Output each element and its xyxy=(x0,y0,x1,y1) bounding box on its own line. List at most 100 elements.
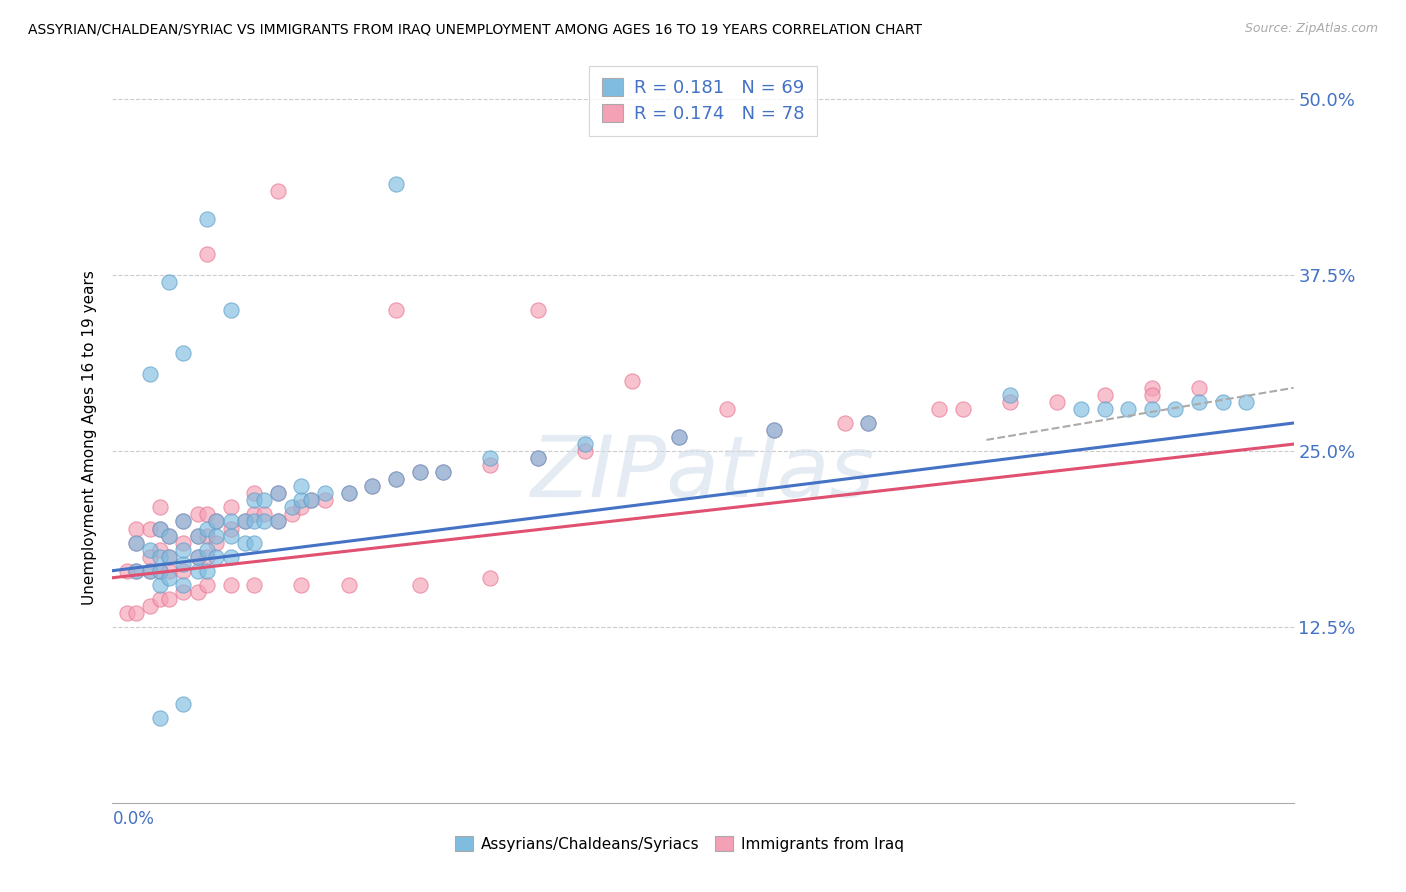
Point xyxy=(952,401,974,416)
Point xyxy=(186,528,208,542)
Point xyxy=(385,472,408,486)
Point xyxy=(205,515,228,529)
Point xyxy=(172,584,194,599)
Point xyxy=(526,451,548,466)
Point xyxy=(195,508,218,522)
Point xyxy=(157,591,180,606)
Point xyxy=(361,479,384,493)
Point xyxy=(998,395,1021,409)
Point xyxy=(172,578,194,592)
Point xyxy=(243,508,266,522)
Point xyxy=(149,564,172,578)
Point xyxy=(385,303,408,318)
Point xyxy=(195,549,218,564)
Point xyxy=(205,515,228,529)
Point xyxy=(337,578,360,592)
Point xyxy=(233,515,256,529)
Point xyxy=(149,521,172,535)
Point xyxy=(668,430,690,444)
Point xyxy=(408,578,430,592)
Point xyxy=(125,606,148,620)
Point xyxy=(479,458,502,473)
Point xyxy=(219,515,242,529)
Point xyxy=(157,549,180,564)
Point xyxy=(139,542,162,557)
Point xyxy=(219,549,242,564)
Point xyxy=(281,508,304,522)
Point xyxy=(139,549,162,564)
Point xyxy=(299,493,322,508)
Point xyxy=(172,698,194,712)
Point xyxy=(267,486,290,500)
Point xyxy=(139,564,162,578)
Y-axis label: Unemployment Among Ages 16 to 19 years: Unemployment Among Ages 16 to 19 years xyxy=(82,269,97,605)
Point xyxy=(149,549,172,564)
Point xyxy=(195,578,218,592)
Point xyxy=(337,486,360,500)
Point xyxy=(253,493,276,508)
Point xyxy=(157,571,180,585)
Point xyxy=(219,500,242,515)
Point xyxy=(1140,401,1163,416)
Legend: Assyrians/Chaldeans/Syriacs, Immigrants from Iraq: Assyrians/Chaldeans/Syriacs, Immigrants … xyxy=(446,827,912,861)
Point xyxy=(233,535,256,549)
Point xyxy=(195,528,218,542)
Point xyxy=(385,472,408,486)
Point xyxy=(149,500,172,515)
Point xyxy=(243,535,266,549)
Point xyxy=(233,515,256,529)
Point xyxy=(219,521,242,535)
Point xyxy=(157,276,180,290)
Point xyxy=(858,416,880,430)
Text: Source: ZipAtlas.com: Source: ZipAtlas.com xyxy=(1244,22,1378,36)
Text: 0.0%: 0.0% xyxy=(112,810,155,828)
Point xyxy=(125,564,148,578)
Point xyxy=(1212,395,1234,409)
Text: ZIPatlas: ZIPatlas xyxy=(531,432,875,516)
Point xyxy=(186,528,208,542)
Point xyxy=(1116,401,1139,416)
Point xyxy=(1046,395,1069,409)
Point xyxy=(139,367,162,381)
Point xyxy=(186,508,208,522)
Point xyxy=(243,486,266,500)
Point xyxy=(928,401,950,416)
Point xyxy=(139,521,162,535)
Point xyxy=(267,486,290,500)
Point xyxy=(195,212,218,227)
Point xyxy=(762,423,785,437)
Point xyxy=(149,591,172,606)
Point xyxy=(299,493,322,508)
Point xyxy=(172,542,194,557)
Point xyxy=(267,515,290,529)
Point xyxy=(337,486,360,500)
Point xyxy=(149,521,172,535)
Point xyxy=(149,711,172,725)
Point xyxy=(186,584,208,599)
Point xyxy=(432,465,454,479)
Point xyxy=(762,423,785,437)
Text: ASSYRIAN/CHALDEAN/SYRIAC VS IMMIGRANTS FROM IRAQ UNEMPLOYMENT AMONG AGES 16 TO 1: ASSYRIAN/CHALDEAN/SYRIAC VS IMMIGRANTS F… xyxy=(28,22,922,37)
Point xyxy=(243,578,266,592)
Point xyxy=(574,444,596,458)
Point xyxy=(125,535,148,549)
Point xyxy=(290,479,312,493)
Point xyxy=(1094,401,1116,416)
Point xyxy=(186,549,208,564)
Point xyxy=(314,486,336,500)
Point xyxy=(1234,395,1257,409)
Point xyxy=(621,374,644,388)
Point xyxy=(149,542,172,557)
Point xyxy=(290,578,312,592)
Point xyxy=(125,564,148,578)
Point xyxy=(1140,388,1163,402)
Point xyxy=(479,451,502,466)
Point xyxy=(243,493,266,508)
Point xyxy=(253,508,276,522)
Point xyxy=(267,515,290,529)
Point xyxy=(149,578,172,592)
Point xyxy=(668,430,690,444)
Point xyxy=(408,465,430,479)
Point xyxy=(219,578,242,592)
Point xyxy=(1094,388,1116,402)
